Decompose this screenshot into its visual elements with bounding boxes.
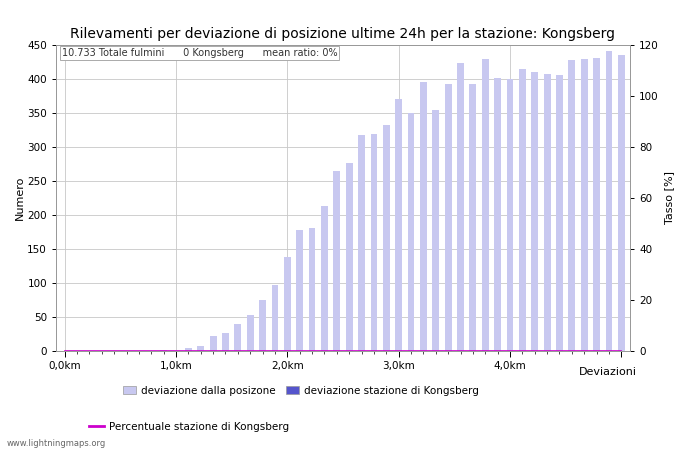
- Y-axis label: Numero: Numero: [15, 176, 24, 220]
- Bar: [234, 324, 241, 351]
- Bar: [581, 58, 587, 351]
- Bar: [309, 228, 316, 351]
- Text: Deviazioni: Deviazioni: [579, 367, 637, 377]
- Title: Rilevamenti per deviazione di posizione ultime 24h per la stazione: Kongsberg: Rilevamenti per deviazione di posizione …: [71, 27, 615, 41]
- Bar: [618, 55, 624, 351]
- Bar: [333, 171, 340, 351]
- Bar: [433, 110, 439, 351]
- Bar: [383, 125, 390, 351]
- Bar: [507, 79, 513, 351]
- Bar: [358, 135, 365, 351]
- Legend: deviazione dalla posizone, deviazione stazione di Kongsberg: deviazione dalla posizone, deviazione st…: [119, 382, 483, 400]
- Bar: [185, 347, 192, 351]
- Bar: [321, 206, 328, 351]
- Bar: [247, 315, 253, 351]
- Bar: [395, 99, 402, 351]
- Text: 10.733 Totale fulmini      0 Kongsberg      mean ratio: 0%: 10.733 Totale fulmini 0 Kongsberg mean r…: [62, 48, 337, 58]
- Bar: [346, 162, 353, 351]
- Legend: Percentuale stazione di Kongsberg: Percentuale stazione di Kongsberg: [85, 418, 293, 436]
- Bar: [222, 333, 229, 351]
- Bar: [284, 257, 290, 351]
- Bar: [444, 84, 452, 351]
- Bar: [457, 63, 464, 351]
- Bar: [210, 336, 216, 351]
- Bar: [370, 134, 377, 351]
- Bar: [606, 51, 612, 351]
- Bar: [544, 73, 550, 351]
- Bar: [482, 58, 489, 351]
- Bar: [259, 300, 266, 351]
- Bar: [556, 75, 563, 351]
- Bar: [407, 113, 414, 351]
- Bar: [568, 60, 575, 351]
- Bar: [160, 350, 167, 351]
- Bar: [296, 230, 303, 351]
- Bar: [272, 285, 279, 351]
- Bar: [494, 78, 501, 351]
- Bar: [197, 346, 204, 351]
- Bar: [519, 69, 526, 351]
- Bar: [470, 84, 476, 351]
- Bar: [593, 58, 600, 351]
- Text: www.lightningmaps.org: www.lightningmaps.org: [7, 439, 106, 448]
- Y-axis label: Tasso [%]: Tasso [%]: [664, 171, 674, 225]
- Bar: [531, 72, 538, 351]
- Bar: [420, 82, 427, 351]
